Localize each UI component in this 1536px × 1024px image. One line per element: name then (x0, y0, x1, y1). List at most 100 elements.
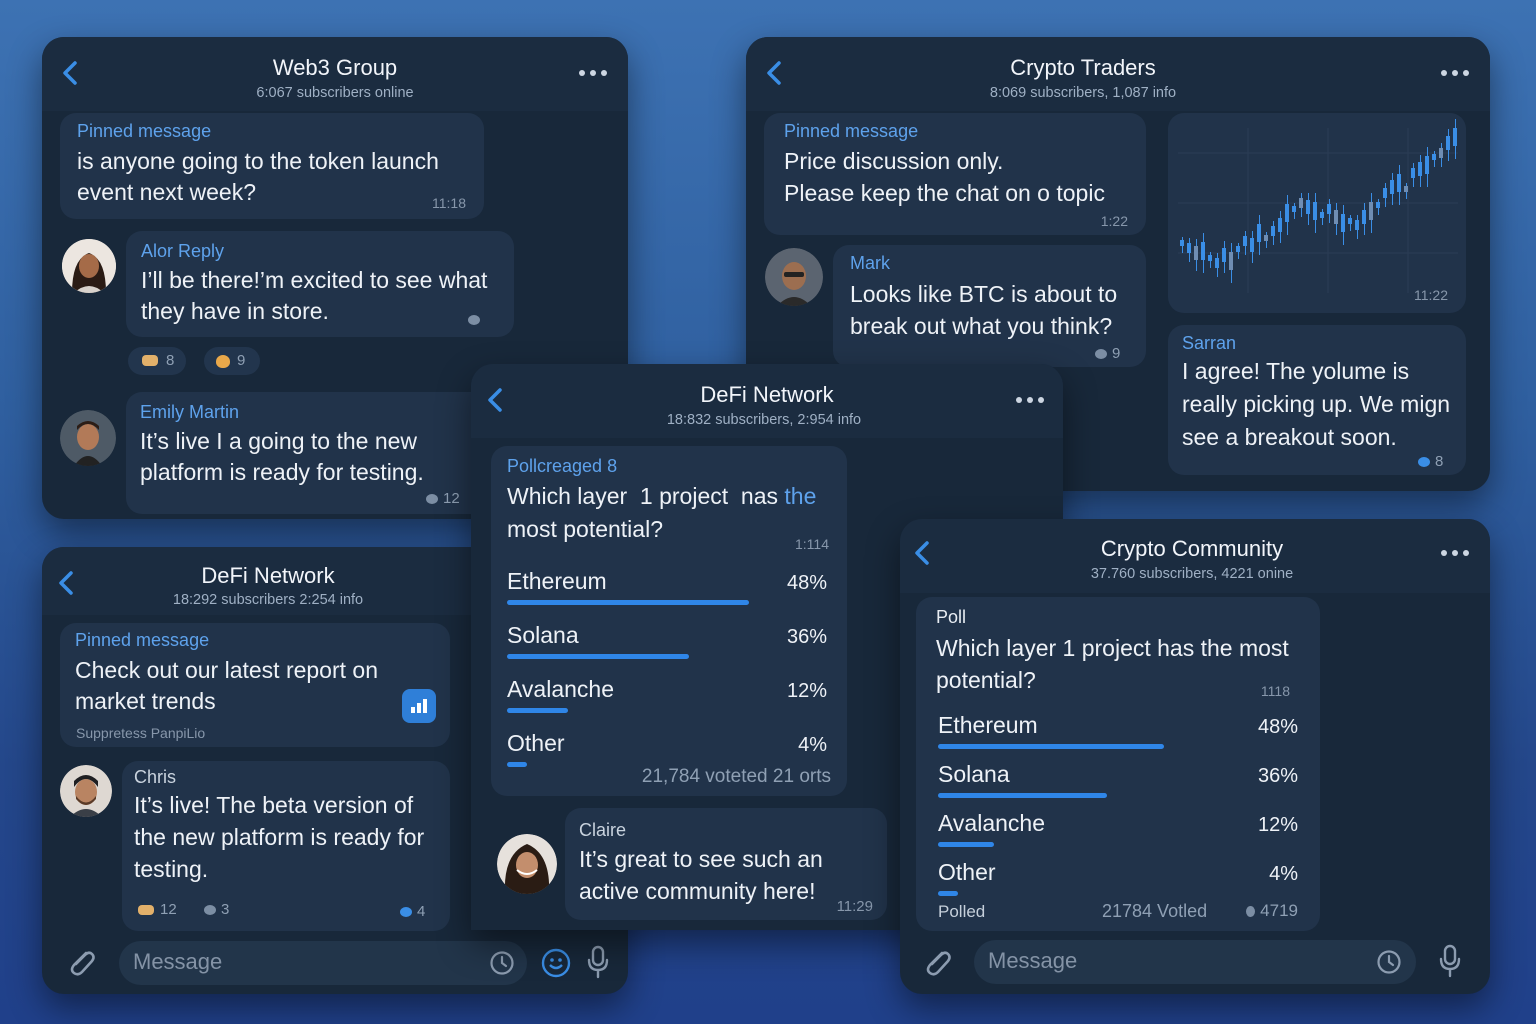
message-time: 1:22 (1100, 213, 1128, 229)
avatar[interactable] (60, 410, 116, 466)
microphone-icon[interactable] (1436, 943, 1464, 979)
candle-body (1341, 214, 1345, 232)
message-time: 1:114 (795, 536, 829, 552)
pinned-text-line1: Price discussion only. (784, 148, 1004, 174)
clock-icon[interactable] (1376, 949, 1402, 975)
poll-option-percent: 36% (1257, 765, 1298, 787)
message-time: 11:22 (1414, 287, 1448, 303)
poll-views: 4719 (1246, 901, 1298, 921)
back-arrow-icon[interactable] (912, 539, 934, 567)
poll-option-label[interactable]: Avalanche (938, 810, 1045, 836)
candle-body (1194, 246, 1198, 260)
attach-icon[interactable] (920, 945, 954, 979)
comments-count[interactable]: 3 (204, 901, 229, 918)
thumbs-up-icon (142, 355, 158, 366)
avatar[interactable] (765, 248, 823, 306)
back-arrow-icon[interactable] (56, 569, 78, 597)
poll-option-label[interactable]: Avalanche (507, 676, 614, 702)
pinned-footer: Suppretess PanpiLio (76, 725, 206, 741)
candle-body (1348, 218, 1352, 224)
chart-report-icon[interactable] (402, 689, 436, 723)
candle-body (1208, 255, 1212, 261)
reaction-chip[interactable]: 8 (128, 347, 186, 375)
pinned-message[interactable]: Pinned message is anyone going to the to… (60, 113, 484, 219)
candle-body (1201, 242, 1205, 260)
message-bubble[interactable]: Emily Martin It’s live I a going to the … (126, 392, 514, 514)
poll-question-part: Which layer 1 project nas (507, 483, 785, 509)
likes-count[interactable]: 12 (138, 901, 177, 918)
more-options-icon[interactable] (578, 69, 608, 77)
poll-option-label[interactable]: Solana (507, 622, 579, 648)
pinned-text-line2: market trends (75, 688, 216, 714)
views-icon (1246, 906, 1256, 918)
poll-option-label[interactable]: Other (938, 859, 996, 885)
message-text-line1: I agree! The yolume is (1182, 358, 1410, 384)
candle-body (1390, 180, 1394, 194)
message-bubble[interactable]: Alor Reply I’ll be there!’m excited to s… (126, 231, 514, 337)
message-text-line1: I’ll be there!’m excited to see what (141, 267, 488, 293)
price-chart-message[interactable]: 11:22 (1168, 113, 1466, 313)
clock-icon[interactable] (489, 950, 515, 976)
fire-icon (216, 355, 230, 368)
comments-value: 3 (221, 901, 230, 918)
sender-name: Claire (579, 820, 627, 840)
thumbs-up-icon (138, 905, 154, 916)
message-bubble[interactable]: Sarran I agree! The yolume is really pic… (1168, 325, 1466, 475)
avatar[interactable] (60, 765, 112, 817)
avatar[interactable] (62, 239, 116, 293)
poll-question-line1: Which layer 1 project nas the (507, 480, 816, 512)
back-arrow-icon[interactable] (60, 59, 82, 87)
poll-option-bar (507, 654, 689, 659)
message-text-line1: It’s live I a going to the new (140, 428, 418, 454)
candle-body (1271, 226, 1275, 236)
candle-body (1369, 202, 1373, 220)
candle-body (1236, 246, 1240, 252)
views-value: 12 (443, 490, 460, 507)
poll-label-text: Pollcreaged (507, 456, 603, 476)
pinned-message[interactable]: Pinned message Check out our latest repo… (60, 623, 450, 747)
poll-option-label[interactable]: Ethereum (938, 712, 1038, 738)
views-count: 4 (400, 903, 425, 920)
pinned-message[interactable]: Pinned message Price discussion only. Pl… (764, 113, 1146, 235)
chat-title: DeFi Network (700, 382, 834, 407)
attach-icon[interactable] (64, 945, 98, 979)
back-arrow-icon[interactable] (485, 386, 507, 414)
poll-option-label[interactable]: Ethereum (507, 568, 607, 594)
poll-option-label[interactable]: Other (507, 730, 565, 756)
message-bubble[interactable]: Mark Looks like BTC is about to break ou… (833, 245, 1146, 367)
more-options-icon[interactable] (1440, 69, 1470, 77)
poll-option-percent: 12% (1257, 814, 1298, 836)
candle-body (1411, 168, 1415, 178)
candle-body (1180, 240, 1184, 246)
message-text-line2: the new platform is ready for (134, 824, 425, 850)
avatar[interactable] (497, 834, 557, 894)
message-input[interactable]: Message (974, 940, 1416, 984)
reaction-chip[interactable]: 9 (204, 347, 260, 375)
emoji-icon[interactable] (540, 947, 572, 979)
candle-body (1383, 188, 1387, 198)
more-options-icon[interactable] (1015, 396, 1045, 404)
more-options-icon[interactable] (1440, 549, 1470, 557)
microphone-icon[interactable] (584, 944, 612, 980)
back-arrow-icon[interactable] (764, 59, 786, 87)
poll-option-bar (507, 708, 568, 713)
pinned-text-line1: is anyone going to the token launch (77, 148, 439, 174)
poll-option-label[interactable]: Solana (938, 761, 1010, 787)
poll-votes: 21,784 voteted 21 orts (641, 766, 831, 787)
chat-header: DeFi Network 18:832 subscribers, 2:954 i… (471, 364, 1063, 438)
poll-option-percent: 48% (786, 572, 827, 594)
candle-body (1334, 210, 1338, 224)
candle-body (1320, 212, 1324, 218)
message-text-line2: really picking up. We mign (1182, 391, 1451, 417)
crypto-traders-panel: Crypto Traders 8:069 subscribers, 1,087 … (746, 37, 1490, 491)
poll-option-bar (938, 744, 1164, 749)
candle-body (1418, 162, 1422, 176)
message-text-line1: It’s live! The beta version of (134, 792, 414, 818)
candle-body (1292, 206, 1296, 212)
message-bubble[interactable]: Chris It’s live! The beta version of the… (122, 761, 450, 931)
views-value: 8 (1435, 453, 1444, 470)
sender-name: Sarran (1182, 333, 1237, 353)
message-bubble[interactable]: Claire It’s great to see such an active … (565, 808, 887, 920)
message-input[interactable]: Message (119, 941, 527, 985)
views-count: 9 (1095, 345, 1120, 362)
